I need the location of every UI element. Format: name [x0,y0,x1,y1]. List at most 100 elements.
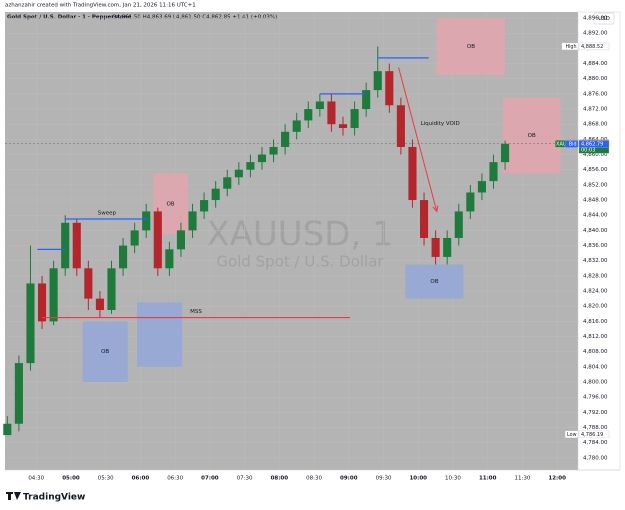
candle-body [37,283,47,322]
candle-body [49,268,58,322]
y-tick-label: 4,820.00 [583,304,608,310]
plot-bg [5,12,578,470]
brand: TradingView [23,493,85,503]
candle-body [246,162,255,170]
candle-body [165,249,174,269]
candle-body [130,230,139,246]
y-tick-label: 4,880.00 [583,76,608,82]
currency-box[interactable] [593,12,615,25]
candle-body [72,222,81,269]
x-tick-label: 05:30 [98,476,114,482]
y-tick-label: 4,816.00 [583,319,608,325]
tv-logo: TradingView [6,492,85,503]
y-tick-label: 4,828.00 [583,273,608,279]
x-tick-label: 07:30 [237,476,253,482]
x-tick-label: 05:00 [62,476,80,482]
candle-body [338,124,348,129]
currency[interactable]: USD [598,16,610,22]
arrow [398,67,438,212]
candle-body [431,237,440,257]
candle-body [26,283,35,364]
credit: azhanzahir created with TradingView.com,… [5,3,196,9]
candle-body [107,268,116,311]
candle-body [350,109,359,129]
candle-body [477,181,486,193]
candle-body [95,298,104,311]
price-tag-value: 4,888.52 [581,44,603,50]
price-tag-timer: 00:03 [581,147,595,153]
logo-icon [6,492,21,500]
candle-body [3,423,12,436]
candle-body [211,188,220,201]
candle-body [257,154,267,163]
y-tick-label: 4,788.00 [583,425,608,431]
watermark-subtitle: Gold Spot / U.S. Dollar [216,253,384,271]
x-tick-label: 06:00 [132,476,150,482]
candle-body [304,109,313,121]
annotation-label: MSS [190,309,202,315]
y-tick-label: 4,784.00 [583,440,608,446]
candle-body [327,101,336,125]
zone-label: OB [166,201,174,207]
y-tick-label: 4,792.00 [583,410,608,416]
price-tag-name [561,42,579,51]
x-tick-label: 10:00 [409,476,427,482]
x-tick-label: 04:30 [28,476,44,482]
price-tag-name [564,430,579,439]
price-tag-name [564,140,579,148]
x-tick-label: 08:30 [306,476,322,482]
annotation-label: Sweep [98,211,117,217]
y-tick-label: 4,796.00 [583,395,608,401]
zone-label: OB [430,279,438,285]
zone [82,321,128,383]
y-tick-label: 4,848.00 [583,198,608,204]
zone-label: OB [467,44,475,50]
x-tick-label: 12:00 [548,476,566,482]
x-tick-label: 10:30 [445,476,461,482]
arrow-head [432,205,439,213]
price-tag-value: 4,786.19 [581,432,603,438]
y-tick-label: 4,808.00 [583,349,608,355]
y-tick-label: 4,840.00 [583,228,608,234]
x-tick-label: 11:30 [515,476,531,482]
y-tick-label: 4,872.00 [583,107,608,113]
y-tick-label: 4,884.00 [583,61,608,67]
candle-body [501,143,510,163]
y-tick-label: 4,780.00 [583,455,608,461]
x-tick-label: 06:30 [167,476,183,482]
y-tick-label: 4,800.00 [583,380,608,386]
candle-body [223,177,232,189]
y-tick-label: 4,804.00 [583,364,608,370]
candle-body [200,200,209,212]
price-tag-text: Bid [569,141,577,147]
y-tick-label: 4,892.00 [583,31,608,37]
x-tick-label: 11:00 [479,476,497,482]
y-tick-label: 4,844.00 [583,213,608,219]
candle-body [84,268,93,299]
zone [136,302,183,367]
price-tag-text: High [565,44,576,50]
y-tick-label: 4,856.00 [583,167,608,173]
price-tag-text: Low [567,432,577,438]
y-tick-label: 4,836.00 [583,243,608,249]
candle-body [292,120,301,132]
candle-body [362,90,371,110]
candle-body [176,230,186,250]
price-tag-box [578,42,610,51]
candle-body [14,363,23,424]
zone-label: OB [528,133,536,139]
y-tick-label: 4,812.00 [583,334,608,340]
candle-body [269,146,278,155]
zone [405,264,464,299]
candle-body [489,162,498,182]
candle-body [385,71,394,106]
price-tag-value: 4,862.79 [581,141,603,147]
zone [502,97,561,174]
plot-layer: OB OB OB OB OB Sweep MSS Liquidity VOID [3,12,578,470]
candle-body [466,192,475,212]
y-tick-label: 4,852.00 [583,182,608,188]
zone [436,18,506,75]
candle-body [443,237,452,257]
y-tick-label: 4,860.00 [583,152,608,158]
